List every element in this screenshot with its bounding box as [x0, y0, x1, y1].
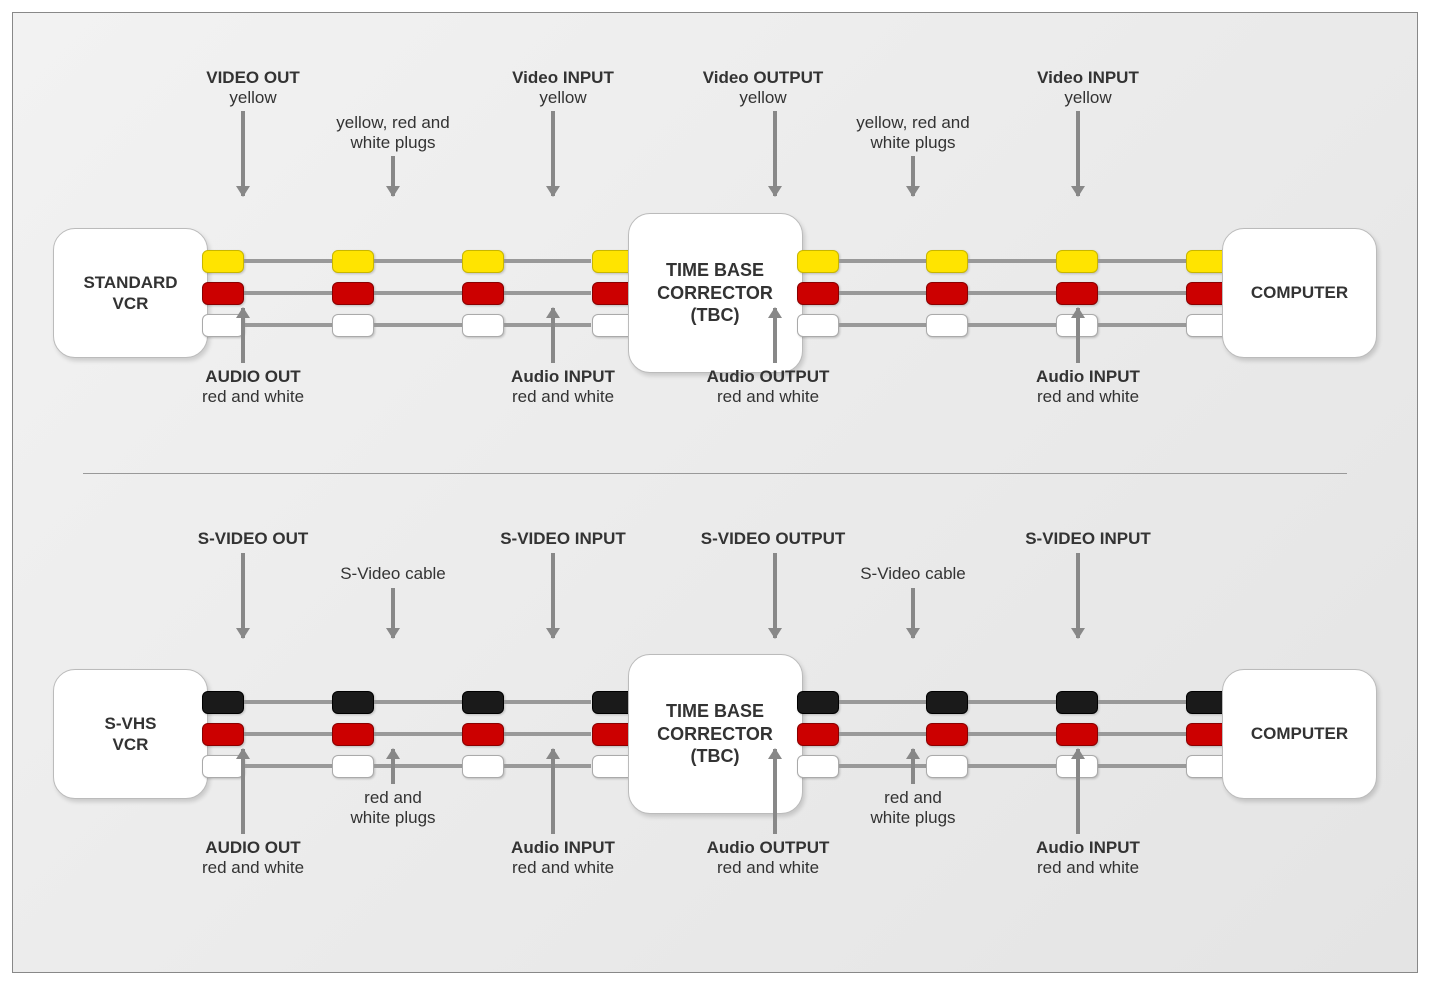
svideo-wiring-section: S-VHSVCR TIME BASECORRECTOR(TBC): [53, 484, 1377, 924]
cable-run: [244, 250, 592, 273]
label-cable-desc-1: yellow, red andwhite plugs: [308, 113, 478, 196]
rca-plug-white: [332, 314, 374, 337]
cable-run: [244, 314, 592, 337]
cable-run: [839, 723, 1187, 746]
svideo-plug: [926, 691, 968, 714]
rca-plug-red: [462, 723, 504, 746]
svideo-plug: [462, 691, 504, 714]
cable-run: [244, 691, 592, 714]
rca-plug-yellow: [1056, 250, 1098, 273]
rca-plug-yellow: [926, 250, 968, 273]
svideo-plug: [202, 691, 244, 714]
cable-run: [839, 755, 1187, 778]
computer-device: COMPUTER: [1222, 669, 1377, 799]
cable-run: [244, 755, 592, 778]
rca-plug-red: [202, 723, 244, 746]
vcr-output-ports: [202, 691, 244, 778]
computer-label: COMPUTER: [1251, 723, 1348, 744]
tbc-label: TIME BASECORRECTOR(TBC): [657, 259, 773, 327]
label-tbc-svideo-out: S-VIDEO OUTPUT: [673, 529, 873, 638]
diagram-frame: STANDARDVCR TIME BASECORRECTOR(TBC): [12, 12, 1418, 973]
label-tbc-svideo-in: S-VIDEO INPUT: [463, 529, 663, 638]
cable-bundle-2: [839, 691, 1187, 778]
label-pc-video-in: Video INPUTyellow: [1008, 68, 1168, 196]
rca-plug-white: [332, 755, 374, 778]
rca-plug-white: [797, 755, 839, 778]
rca-plug-red: [1056, 723, 1098, 746]
rca-plug-red: [797, 282, 839, 305]
rca-plug-red: [332, 723, 374, 746]
computer-device: COMPUTER: [1222, 228, 1377, 358]
rca-plug-yellow: [462, 250, 504, 273]
rca-plug-red: [332, 282, 374, 305]
cable-bundle-2: [839, 250, 1187, 337]
label-vcr-svideo-out: S-VIDEO OUT: [168, 529, 338, 638]
tbc-label: TIME BASECORRECTOR(TBC): [657, 700, 773, 768]
cable-run: [839, 691, 1187, 714]
rca-plug-white: [797, 314, 839, 337]
svhs-vcr-device: S-VHSVCR: [53, 669, 208, 799]
label-svideo-cable-1: S-Video cable: [308, 564, 478, 638]
tbc-output-ports: [797, 691, 839, 778]
svideo-plug: [332, 691, 374, 714]
signal-chain-row: STANDARDVCR TIME BASECORRECTOR(TBC): [53, 213, 1377, 373]
tbc-device: TIME BASECORRECTOR(TBC): [628, 654, 803, 814]
rca-plug-red: [797, 723, 839, 746]
rca-plug-yellow: [202, 250, 244, 273]
section-divider: [83, 473, 1347, 474]
label-tbc-video-in: Video INPUTyellow: [483, 68, 643, 196]
vcr-device: STANDARDVCR: [53, 228, 208, 358]
rca-plug-white: [462, 314, 504, 337]
label-svideo-cable-2: S-Video cable: [828, 564, 998, 638]
cable-bundle-1: [244, 691, 592, 778]
rca-plug-red: [202, 282, 244, 305]
rca-plug-white: [1056, 314, 1098, 337]
composite-wiring-section: STANDARDVCR TIME BASECORRECTOR(TBC): [53, 33, 1377, 473]
rca-plug-white: [462, 755, 504, 778]
rca-plug-white: [926, 314, 968, 337]
rca-plug-white: [202, 314, 244, 337]
cable-run: [839, 282, 1187, 305]
tbc-device: TIME BASECORRECTOR(TBC): [628, 213, 803, 373]
rca-plug-red: [926, 282, 968, 305]
rca-plug-red: [1056, 282, 1098, 305]
rca-plug-yellow: [797, 250, 839, 273]
rca-plug-white: [926, 755, 968, 778]
cable-run: [839, 250, 1187, 273]
svideo-plug: [797, 691, 839, 714]
signal-chain-row: S-VHSVCR TIME BASECORRECTOR(TBC): [53, 654, 1377, 814]
cable-run: [839, 314, 1187, 337]
label-cable-desc-2: yellow, red andwhite plugs: [828, 113, 998, 196]
label-pc-svideo-in: S-VIDEO INPUT: [988, 529, 1188, 638]
svideo-plug: [1056, 691, 1098, 714]
rca-plug-yellow: [332, 250, 374, 273]
vcr-output-ports: [202, 250, 244, 337]
label-tbc-video-out: Video OUTPUTyellow: [678, 68, 848, 196]
rca-plug-white: [1056, 755, 1098, 778]
rca-plug-white: [202, 755, 244, 778]
rca-plug-red: [926, 723, 968, 746]
cable-run: [244, 723, 592, 746]
vcr-label: STANDARDVCR: [83, 272, 177, 315]
cable-run: [244, 282, 592, 305]
rca-plug-red: [462, 282, 504, 305]
svhs-vcr-label: S-VHSVCR: [105, 713, 157, 756]
tbc-output-ports: [797, 250, 839, 337]
computer-label: COMPUTER: [1251, 282, 1348, 303]
label-vcr-video-out: VIDEO OUTyellow: [173, 68, 333, 196]
cable-bundle-1: [244, 250, 592, 337]
